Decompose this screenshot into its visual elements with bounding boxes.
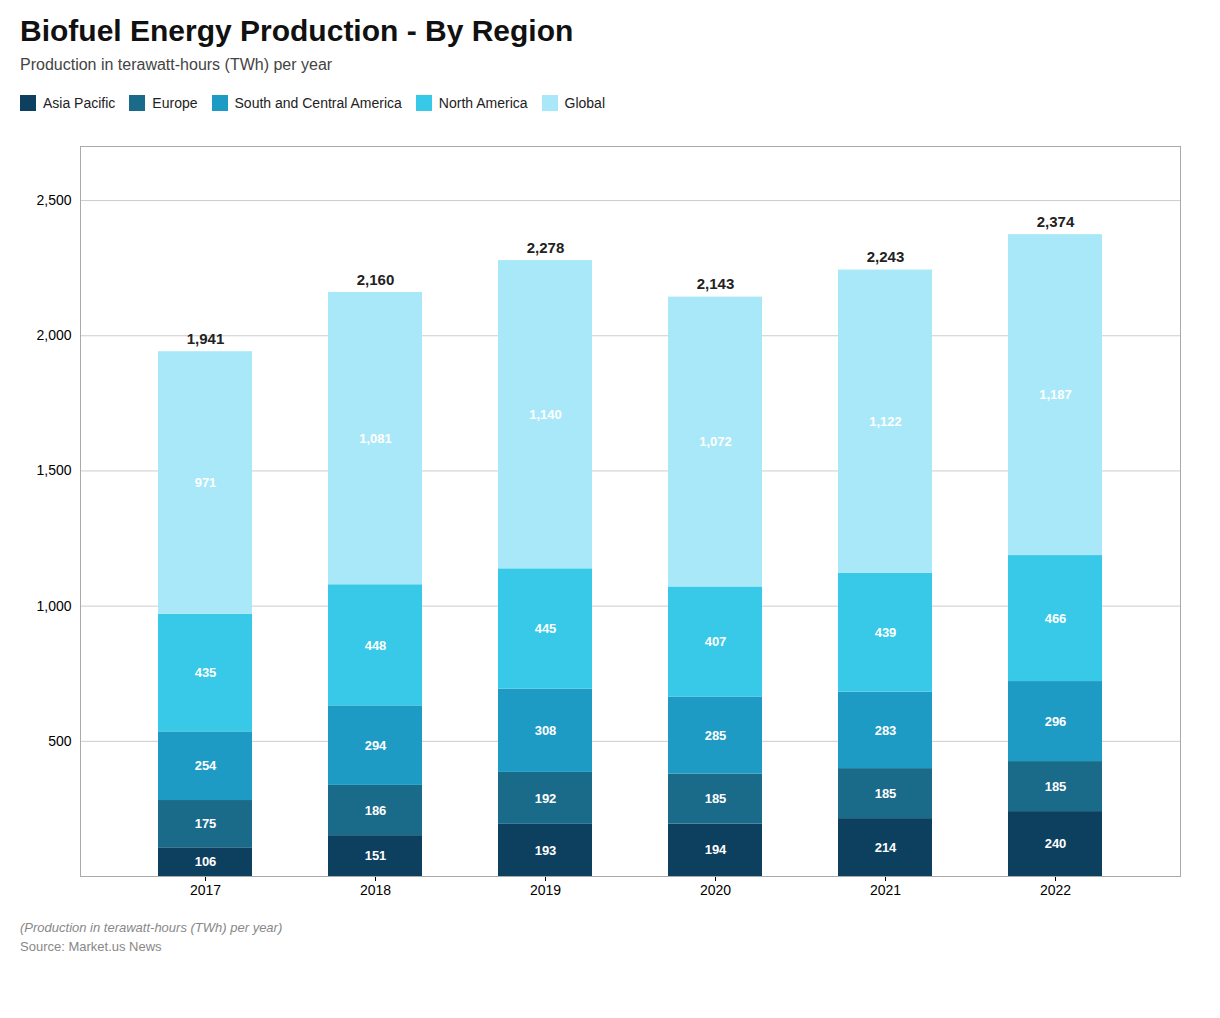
svg-text:439: 439 [875,625,897,640]
svg-text:214: 214 [875,840,897,855]
svg-text:194: 194 [705,842,727,857]
svg-text:2,500: 2,500 [36,192,71,208]
svg-text:1,500: 1,500 [36,462,71,478]
svg-text:283: 283 [875,723,897,738]
svg-text:2022: 2022 [1040,882,1071,898]
svg-text:175: 175 [195,816,217,831]
svg-text:500: 500 [48,733,72,749]
svg-text:2,160: 2,160 [357,271,395,288]
svg-text:192: 192 [535,791,557,806]
svg-text:445: 445 [535,621,557,636]
svg-text:1,122: 1,122 [869,414,902,429]
svg-text:296: 296 [1045,714,1067,729]
svg-text:971: 971 [195,475,217,490]
svg-text:185: 185 [705,791,727,806]
svg-text:308: 308 [535,723,557,738]
svg-text:106: 106 [195,854,217,869]
svg-text:254: 254 [195,758,217,773]
html-text:Production in terawatt-hours (: Production in terawatt-hours (TWh) per y… [20,56,333,73]
svg-text:2,243: 2,243 [867,248,905,265]
svg-text:2,000: 2,000 [36,327,71,343]
svg-text:1,941: 1,941 [187,330,225,347]
svg-text:1,000: 1,000 [36,598,71,614]
svg-text:2,278: 2,278 [527,239,565,256]
svg-text:2018: 2018 [360,882,391,898]
html-text:Biofuel Energy Production - By: Biofuel Energy Production - By Region [20,14,574,47]
svg-text:294: 294 [365,738,387,753]
svg-text:193: 193 [535,843,557,858]
svg-text:285: 285 [705,728,727,743]
svg-text:185: 185 [875,786,897,801]
html-text:(Production in terawatt-hours: (Production in terawatt-hours (TWh) per … [20,920,283,935]
svg-text:151: 151 [365,848,387,863]
html-text:Source: Market.us News: Source: Market.us News [20,939,162,954]
svg-text:1,187: 1,187 [1039,387,1072,402]
html-text:Europe: Europe [152,94,198,111]
svg-text:1,072: 1,072 [699,434,732,449]
svg-text:466: 466 [1045,611,1067,626]
svg-text:185: 185 [1045,779,1067,794]
html-text:Global: Global [564,94,605,111]
svg-text:2021: 2021 [870,882,901,898]
svg-text:2017: 2017 [190,882,221,898]
svg-text:2019: 2019 [530,882,561,898]
svg-text:2020: 2020 [700,882,731,898]
svg-text:407: 407 [705,634,727,649]
svg-text:240: 240 [1045,836,1067,851]
html-text:North America: North America [438,94,528,111]
svg-text:2,374: 2,374 [1037,213,1075,230]
svg-text:2,143: 2,143 [697,275,735,292]
html-text:South and Central America: South and Central America [234,94,402,111]
svg-text:448: 448 [365,637,387,652]
svg-text:1,140: 1,140 [529,407,562,422]
svg-text:1,081: 1,081 [359,431,392,446]
svg-text:435: 435 [195,665,217,680]
html-text:Asia Pacific: Asia Pacific [43,94,116,111]
svg-text:186: 186 [365,803,387,818]
